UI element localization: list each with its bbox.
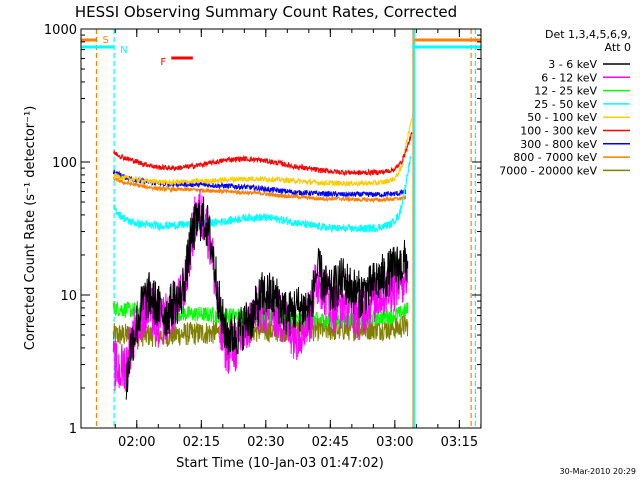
chart-title: HESSI Observing Summary Count Rates, Cor… [75, 3, 457, 21]
x-tick-label-1: 02:00 [118, 435, 155, 450]
legend-header-line-1: Det 1,3,4,5,6,9, [545, 28, 631, 41]
legend-entry-4-label: 25 - 50 keV [534, 98, 597, 111]
y-tick-label-4: 1000 [44, 23, 77, 38]
flag-f-label: F [160, 57, 166, 68]
legend-entry-5-label: 50 - 100 keV [527, 111, 597, 124]
y-tick-label-1: 1 [69, 422, 77, 437]
y-tick-label-2: 10 [60, 289, 77, 304]
flag-n-label: N [120, 45, 127, 56]
plot-frame [80, 28, 482, 429]
legend-header-line-2: Att 0 [605, 41, 631, 54]
series-4-line [113, 155, 412, 234]
legend-entry-8-label: 800 - 7000 keV [513, 151, 597, 164]
x-tick-label-6: 03:15 [441, 435, 478, 450]
series-5-line [113, 118, 413, 188]
timestamp: 30-Mar-2010 20:29 [560, 467, 637, 476]
series-6-line [113, 132, 413, 177]
legend-entry-1-label: 3 - 6 keV [548, 58, 597, 71]
flag-s-label: S [102, 35, 108, 46]
x-tick-label-5: 03:00 [376, 435, 413, 450]
legend-entry-3-label: 12 - 25 keV [534, 85, 597, 98]
legend-entry-2-label: 6 - 12 keV [541, 71, 597, 84]
x-axis-label: Start Time (10-Jan-03 01:47:02) [176, 456, 384, 471]
series-8-line [112, 176, 407, 204]
axes: 02:00 02:15 02:30 02:45 03:00 03:15 1 10 100 1000 [44, 23, 482, 450]
x-tick-label-4: 02:45 [312, 435, 349, 450]
legend-entry-7-label: 300 - 800 keV [520, 138, 597, 151]
legend-entry-6-label: 100 - 300 keV [520, 125, 597, 138]
series-1-line [125, 196, 409, 400]
y-axis-label: Corrected Count Rate (s⁻¹ detector⁻¹) [23, 106, 38, 351]
y-tick-label-3: 100 [52, 156, 77, 171]
x-tick-label-2: 02:15 [183, 435, 220, 450]
plot-area: S N F [81, 29, 481, 428]
legend-entry-9-label: 7000 - 20000 keV [499, 164, 597, 177]
x-tick-label-3: 02:30 [247, 435, 284, 450]
